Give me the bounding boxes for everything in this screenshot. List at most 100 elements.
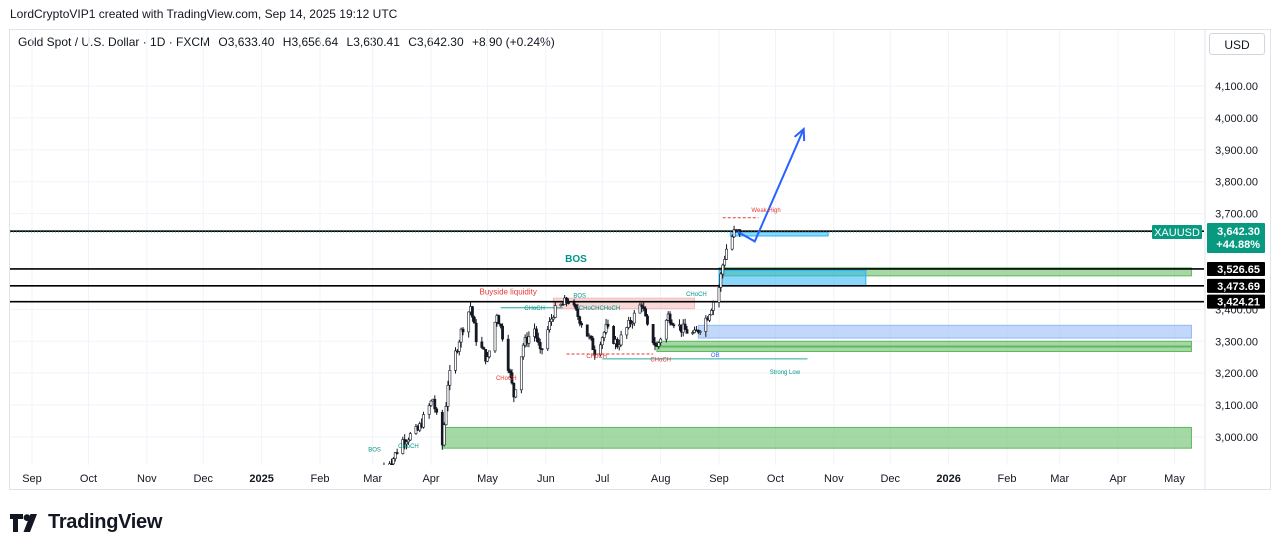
zone-box: [718, 269, 867, 287]
candle-body: [408, 433, 412, 441]
candle-body: [606, 324, 610, 327]
symbol-tag-box: [1152, 225, 1202, 240]
y-tick-label: 3,900.00: [1215, 145, 1258, 157]
annotation-label: OB: [711, 353, 720, 359]
candle-body: [484, 349, 488, 362]
candle-body: [730, 236, 734, 250]
symbol-title: Gold Spot / U.S. Dollar · 1D · FXCM: [18, 35, 211, 49]
chart-frame: [9, 29, 1271, 490]
candle-body: [508, 370, 512, 374]
candle-body: [696, 329, 700, 333]
candle-body: [631, 322, 634, 325]
candle-body: [723, 259, 727, 266]
candle-body: [589, 335, 593, 339]
x-tick-label: Apr: [1109, 473, 1126, 485]
candle-body: [644, 308, 647, 317]
x-tick-label: Feb: [997, 473, 1016, 485]
candle-body: [501, 325, 504, 340]
x-tick-label: May: [1164, 473, 1185, 485]
candle-body: [535, 328, 538, 339]
candle-body: [683, 323, 687, 330]
candle-body: [497, 315, 501, 325]
y-tick-label: 3,100.00: [1215, 400, 1258, 412]
x-tick-label: Oct: [80, 473, 97, 485]
y-tick-label: 3,000.00: [1215, 432, 1258, 444]
candle-body: [506, 338, 510, 371]
annotation-label: Strong Low: [770, 370, 801, 376]
zone-box: [656, 346, 1192, 352]
candle-body: [454, 350, 457, 371]
candle-body: [548, 321, 552, 331]
zone-box: [656, 340, 1192, 347]
candle-body: [546, 329, 550, 350]
candle-body: [698, 331, 702, 333]
candle-body: [550, 318, 553, 322]
y-tick-label: 4,100.00: [1215, 81, 1258, 93]
x-tick-label: Apr: [422, 473, 439, 485]
candle-body: [467, 311, 471, 333]
candle-body: [538, 342, 542, 350]
candle-body: [459, 328, 463, 343]
candle-body: [672, 324, 676, 327]
x-tick-label: Sep: [709, 473, 729, 485]
x-tick-label: Jun: [537, 473, 555, 485]
candle-body: [448, 370, 452, 386]
candle-body: [691, 332, 695, 334]
candle-body: [433, 398, 437, 410]
candle-body: [514, 389, 518, 398]
candle-body: [580, 323, 584, 326]
candle-body: [717, 287, 721, 303]
candle-body: [602, 332, 606, 338]
candle-body: [435, 408, 439, 413]
annotation-label: CHoCH: [398, 444, 419, 450]
ohlc-close: C3,642.30: [408, 35, 464, 49]
annotation-label: BOS: [565, 254, 587, 265]
candle-body: [612, 326, 615, 344]
candle-body: [553, 305, 557, 318]
current-price-box: [1207, 223, 1265, 254]
zone-box: [441, 426, 1192, 449]
candle-body: [442, 424, 446, 446]
x-tick-label: Sep: [22, 473, 42, 485]
candle-body: [383, 466, 385, 467]
candle-body: [401, 439, 405, 454]
candle-body: [519, 356, 523, 391]
tradingview-logo: TradingView: [10, 511, 162, 534]
candle-body: [427, 405, 431, 415]
tradingview-brand: TradingView: [48, 511, 163, 533]
currency-button[interactable]: USD: [1209, 33, 1265, 55]
candle-body: [391, 458, 395, 465]
candle-body: [471, 306, 474, 318]
candle-body: [600, 337, 604, 346]
x-tick-label: Jul: [595, 473, 609, 485]
candle-body: [567, 302, 570, 304]
annotation-label: CHoCH: [524, 306, 545, 312]
y-tick-label: 4,000.00: [1215, 113, 1258, 125]
candle-body: [474, 322, 478, 343]
annotation-label: CHoCH: [586, 354, 607, 360]
candle-body: [685, 329, 689, 334]
candle-body: [393, 452, 397, 460]
candle-body: [657, 342, 661, 347]
zone-box: [729, 231, 829, 237]
candle-body: [480, 341, 484, 348]
candle-body: [493, 321, 497, 352]
candle-body: [561, 303, 565, 306]
candle-body: [591, 337, 595, 351]
symbol-legend: Gold Spot / U.S. Dollar · 1D · FXCM O3,6…: [18, 35, 560, 49]
annotation-label: CHoCH: [650, 358, 671, 364]
candle-body: [732, 229, 736, 238]
price-tag-label: 3,473.69: [1217, 281, 1260, 293]
candle-body: [422, 414, 425, 428]
candle-body: [572, 302, 576, 306]
candle-body: [407, 439, 410, 443]
candle-body: [578, 316, 582, 324]
candle-body: [565, 297, 568, 303]
x-tick-label: Nov: [824, 473, 844, 485]
x-tick-label: Dec: [193, 473, 213, 485]
price-tag-box: [1207, 278, 1265, 293]
candle-body: [521, 344, 525, 358]
candle-body: [487, 350, 491, 358]
candle-body: [457, 341, 461, 352]
